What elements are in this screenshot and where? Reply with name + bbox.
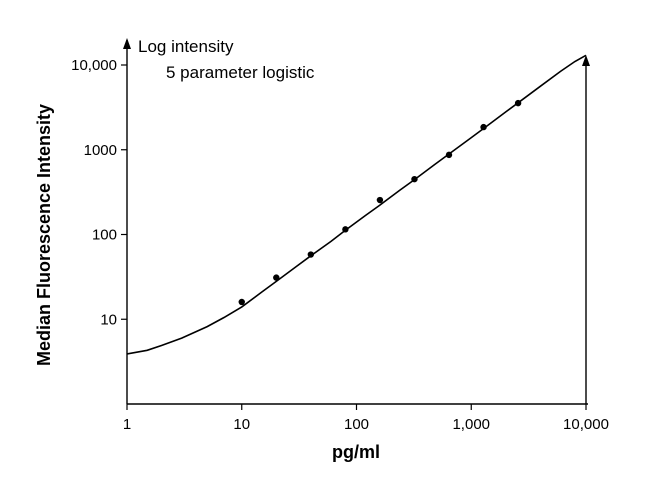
y-tick-label: 10 <box>100 311 117 328</box>
data-point <box>480 123 487 131</box>
x-tick-label: 10,000 <box>563 416 609 433</box>
data-point <box>376 196 384 204</box>
data-point <box>238 298 245 306</box>
y-axis-title: Median Fluorescence Intensity <box>34 104 54 366</box>
axes <box>123 38 590 405</box>
annotation-fit-model: 5 parameter logistic <box>166 63 315 82</box>
data-point <box>411 175 418 183</box>
ticks: 1 10 100 1,000 10,000 10 100 1000 10,000 <box>71 57 609 433</box>
data-points <box>238 99 522 306</box>
data-point <box>307 251 315 258</box>
y-tick-label: 100 <box>92 227 117 244</box>
y-tick-label: 10,000 <box>71 57 117 74</box>
right-axis-arrow <box>582 55 590 66</box>
data-point <box>514 99 522 107</box>
x-tick-label: 100 <box>344 416 369 433</box>
annotation-log-intensity: Log intensity <box>138 37 234 56</box>
data-point <box>273 274 280 281</box>
x-tick-label: 1 <box>123 416 131 433</box>
y-tick-label: 1000 <box>84 142 117 159</box>
fit-curve <box>126 54 587 355</box>
x-tick-label: 1,000 <box>452 416 490 433</box>
x-tick-label: 10 <box>233 416 250 433</box>
x-axis-title: pg/ml <box>332 442 380 462</box>
data-point <box>445 151 453 159</box>
data-point <box>342 226 349 233</box>
y-axis-arrow <box>123 38 131 49</box>
